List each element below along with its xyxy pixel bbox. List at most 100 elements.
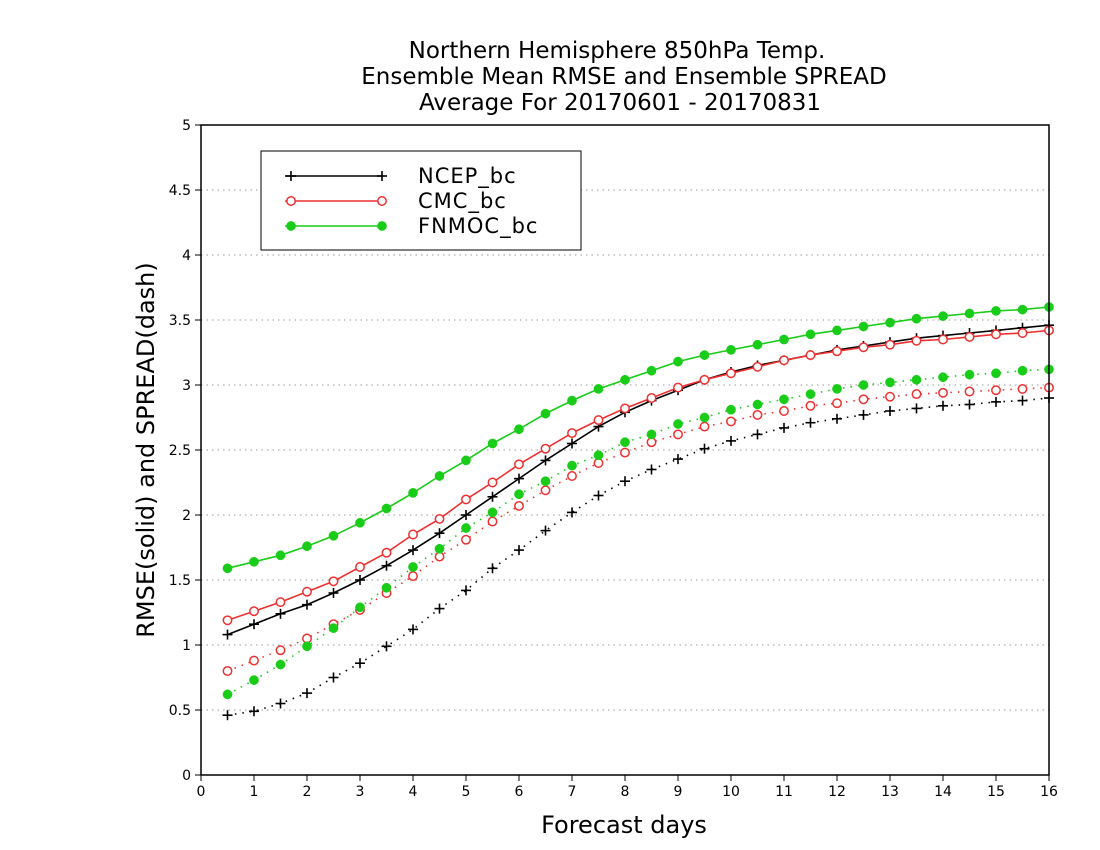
fnmoc-bc-spread-point: [938, 372, 948, 383]
cmc-bc-rmse-point: [355, 562, 365, 572]
fnmoc-bc-rmse-point: [726, 345, 736, 355]
fnmoc-bc-rmse-point: [593, 384, 604, 394]
ncep-bc-rmse-series: [222, 320, 1054, 640]
cmc-bc-spread-line: [227, 386, 1050, 672]
x-tick-label: 8: [621, 784, 630, 800]
cmc-bc-spread-point: [832, 398, 842, 409]
fnmoc-bc-rmse-point: [752, 339, 763, 350]
fnmoc-bc-rmse-point: [275, 550, 286, 561]
cmc-bc-rmse-point: [805, 350, 816, 361]
legend-label: CMC_bc: [418, 189, 507, 214]
cmc-bc-spread-point: [593, 458, 604, 468]
fnmoc-bc-spread-point: [832, 384, 842, 394]
cmc-bc-spread-point: [646, 437, 657, 448]
legend-marker-end: [377, 171, 387, 181]
fnmoc-bc-spread-point: [779, 394, 789, 405]
ncep-bc-rmse-point: [355, 575, 365, 585]
cmc-bc-rmse-point: [381, 547, 392, 558]
cmc-bc-spread-point: [1017, 383, 1028, 394]
fnmoc-bc-rmse-point: [381, 503, 392, 514]
x-tick-label: 4: [409, 784, 418, 800]
ncep-bc-spread-point: [805, 417, 816, 428]
y-tick-label: 5: [182, 118, 191, 134]
ncep-bc-spread-point: [408, 624, 418, 635]
cmc-bc-rmse-point: [408, 529, 418, 540]
cmc-bc-spread-point: [434, 551, 445, 562]
fnmoc-bc-spread-point: [858, 380, 869, 390]
ncep-bc-spread-point: [1017, 395, 1028, 406]
fnmoc-bc-rmse-point: [514, 424, 524, 435]
ncep-bc-spread-point: [938, 400, 948, 411]
x-tick-label: 10: [722, 784, 740, 800]
fnmoc-bc-spread-point: [222, 689, 233, 700]
cmc-bc-rmse-point: [964, 331, 975, 342]
legend-item-fnmoc-bc: FNMOC_bc: [285, 214, 538, 239]
ncep-bc-spread-point: [646, 464, 657, 475]
fnmoc-bc-rmse-point: [434, 471, 445, 481]
cmc-bc-spread-point: [726, 416, 736, 427]
fnmoc-bc-spread-point: [726, 404, 736, 415]
cmc-bc-rmse-point: [779, 355, 789, 366]
ncep-bc-spread-point: [381, 641, 392, 652]
ncep-bc-rmse-point: [408, 545, 418, 556]
plot-series: [222, 302, 1054, 721]
cmc-bc-rmse-point: [1017, 328, 1028, 338]
ncep-bc-spread-point: [328, 672, 339, 683]
x-tick-label: 7: [568, 784, 577, 800]
ncep-bc-spread-point: [514, 545, 524, 556]
fnmoc-bc-spread-point: [991, 368, 1001, 379]
fnmoc-bc-rmse-point: [673, 356, 683, 367]
ncep-bc-spread-point: [752, 429, 763, 440]
cmc-bc-rmse-point: [938, 334, 948, 345]
ncep-bc-spread-point: [355, 658, 365, 669]
fnmoc-bc-rmse-point: [620, 374, 630, 385]
cmc-bc-spread-point: [461, 534, 471, 545]
ncep-bc-rmse-point: [540, 455, 551, 466]
ncep-bc-spread-point: [487, 563, 498, 574]
ncep-bc-rmse-point: [302, 599, 312, 610]
ncep-bc-spread-point: [302, 688, 312, 699]
fnmoc-bc-rmse-point: [699, 350, 710, 360]
cmc-bc-spread-point: [752, 409, 763, 420]
cmc-bc-rmse-point: [646, 393, 657, 403]
fnmoc-bc-rmse-line: [227, 306, 1050, 570]
cmc-bc-rmse-point: [911, 335, 922, 346]
x-axis-label: Forecast days: [541, 811, 707, 839]
ncep-bc-rmse-point: [434, 528, 445, 539]
x-tick-label: 3: [356, 784, 365, 800]
x-tick-label: 15: [987, 784, 1005, 800]
fnmoc-bc-spread-point: [249, 675, 259, 685]
ncep-bc-rmse-point: [514, 473, 524, 484]
fnmoc-bc-spread-point: [752, 399, 763, 410]
fnmoc-bc-spread-point: [911, 374, 922, 385]
ncep-bc-spread-point: [726, 435, 736, 446]
fnmoc-bc-spread-point: [620, 437, 630, 448]
cmc-bc-spread-point: [620, 447, 630, 458]
cmc-bc-rmse-point: [249, 606, 259, 617]
fnmoc-bc-spread-point: [1017, 365, 1028, 376]
y-tick-label: 3: [182, 378, 191, 394]
legend-label: NCEP_bc: [418, 164, 517, 189]
x-tick-label: 13: [881, 784, 899, 800]
ncep-bc-spread-point: [275, 698, 286, 709]
fnmoc-bc-rmse-point: [540, 408, 551, 419]
fnmoc-bc-spread-point: [646, 429, 657, 440]
fnmoc-bc-rmse-point: [991, 306, 1001, 316]
fnmoc-bc-spread-point: [408, 562, 418, 572]
legend-item-cmc-bc: CMC_bc: [285, 189, 507, 214]
legend-label: FNMOC_bc: [418, 214, 538, 239]
fnmoc-bc-spread-point: [699, 412, 710, 423]
fnmoc-bc-rmse-point: [911, 313, 922, 324]
ncep-bc-spread-point: [699, 443, 710, 454]
fnmoc-bc-spread-point: [461, 523, 471, 533]
fnmoc-bc-rmse-point: [938, 311, 948, 321]
fnmoc-bc-spread-point: [885, 377, 895, 388]
x-tick-label: 0: [197, 784, 206, 800]
cmc-bc-rmse-point: [752, 361, 763, 372]
fnmoc-bc-rmse-point: [567, 395, 577, 406]
fnmoc-bc-spread-point: [805, 389, 816, 399]
cmc-bc-spread-point: [805, 400, 816, 411]
ncep-bc-spread-point: [911, 403, 922, 414]
fnmoc-bc-spread-point: [540, 476, 551, 487]
